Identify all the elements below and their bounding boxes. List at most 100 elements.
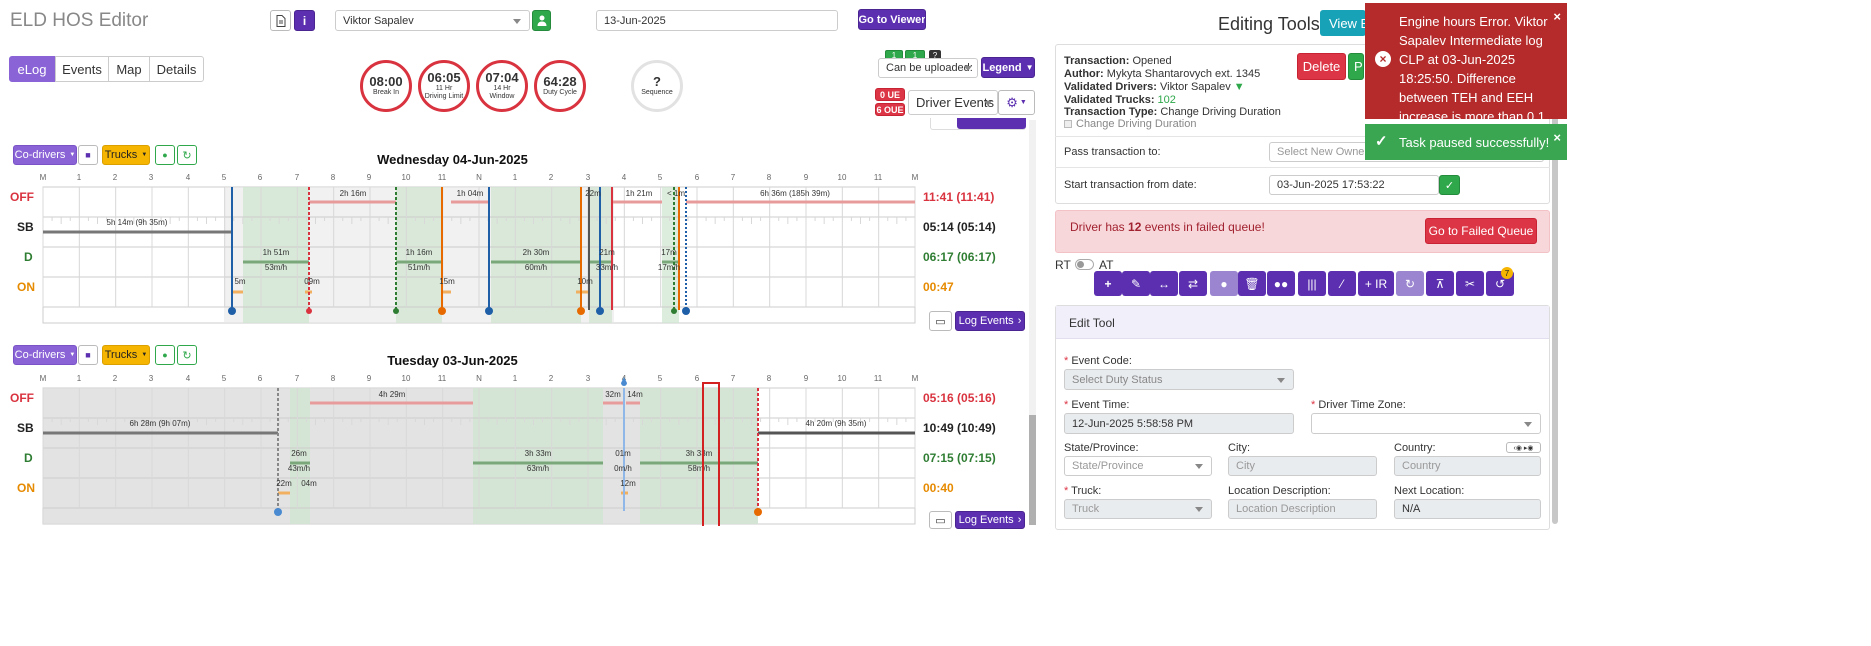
document-icon	[276, 14, 285, 27]
add-event-button[interactable]: +	[1094, 271, 1122, 296]
segment-label: 58m/h	[688, 464, 710, 473]
settings-dropdown-button[interactable]: ⚙ ▼	[998, 90, 1035, 115]
left-scrollbar-thumb[interactable]	[1029, 415, 1036, 525]
hour-label: 10	[402, 374, 411, 383]
date-input[interactable]: 13-Jun-2025	[596, 10, 838, 31]
trucks-button[interactable]: Trucks ▼	[102, 345, 150, 365]
history-icon: ↺	[1494, 276, 1506, 291]
add-ir-button[interactable]: + IR	[1358, 271, 1394, 296]
hour-label: 1	[513, 173, 518, 182]
state-select[interactable]: State/Province	[1064, 456, 1212, 476]
event-code-select[interactable]: Select Duty Status	[1064, 369, 1294, 390]
chevron-down-icon: ▼	[69, 352, 76, 358]
hour-label: 8	[767, 374, 772, 383]
log-graph-1: M 1 2 3 4 5 6 7 8 9 10 11 N 1 2 3 4 5 6 …	[10, 173, 996, 324]
success-toast-text: Task paused successfully!	[1399, 135, 1550, 150]
change-duration-checkbox[interactable]: Change Driving Duration	[1064, 118, 1196, 130]
hour-label: 11	[874, 374, 883, 383]
trucks-button[interactable]: Trucks ▼	[102, 145, 150, 165]
hour-label: 11	[874, 173, 883, 182]
status-sb-label: SB	[17, 220, 34, 234]
refresh-button[interactable]: ↻	[177, 345, 197, 365]
info-button[interactable]: i	[294, 10, 315, 31]
rt-at-toggle[interactable]	[1075, 259, 1094, 270]
log-events-button[interactable]: Log Events ›	[955, 311, 1025, 331]
truck-filter-button[interactable]: ■	[78, 345, 98, 365]
codrivers-button[interactable]: Co-drivers ▼	[13, 145, 77, 165]
tab-events[interactable]: Events	[55, 56, 109, 82]
pin-icon: ▼	[1233, 81, 1245, 93]
android-button[interactable]: ●	[155, 145, 175, 165]
driver-profile-button[interactable]	[532, 10, 551, 31]
country-input[interactable]: Country	[1394, 456, 1541, 476]
time-zone-select[interactable]	[1311, 413, 1541, 434]
go-to-viewer-button[interactable]: Go to Viewer	[858, 9, 926, 30]
truck-filter-button[interactable]: ■	[78, 145, 98, 165]
location-description-label: Location Description:	[1228, 485, 1331, 497]
oue-badge: 6 OUE	[875, 103, 905, 116]
segment-label: 17m/h	[658, 263, 680, 272]
tab-elog[interactable]: eLog	[9, 56, 55, 82]
next-location-input[interactable]: N/A	[1394, 499, 1541, 519]
tab-details[interactable]: Details	[149, 56, 204, 82]
segment-label: 22m	[585, 189, 601, 198]
close-icon[interactable]: ×	[1553, 130, 1561, 145]
stretch-button[interactable]: ↔	[1150, 271, 1178, 296]
location-toggle-button[interactable]: ‹◉ ▸◉	[1506, 442, 1541, 453]
hour-label: M	[912, 173, 919, 182]
location-description-input[interactable]: Location Description	[1228, 499, 1377, 519]
android-button[interactable]: ●	[155, 345, 175, 365]
view-button[interactable]: View E	[1320, 10, 1366, 36]
segment-label: 12m	[620, 479, 636, 488]
validated-drivers: Viktor Sapalev	[1160, 81, 1231, 93]
upload-select[interactable]: Can be uploaded:	[878, 58, 978, 78]
hour-label: M	[40, 374, 47, 383]
log-date-title: Wednesday 04-Jun-2025	[377, 152, 528, 167]
hour-label: 6	[258, 173, 263, 182]
truck-select[interactable]: Truck	[1064, 499, 1212, 519]
users-button[interactable]: ●●	[1267, 271, 1295, 296]
start-from-input[interactable]: 03-Jun-2025 17:53:22	[1269, 175, 1439, 195]
magic-button[interactable]: ⁄	[1328, 271, 1356, 296]
error-toast[interactable]: × Engine hours Error. Viktor Sapalev Int…	[1365, 3, 1567, 143]
success-toast[interactable]: ✓ Task paused successfully! ×	[1365, 124, 1567, 160]
hour-label: 10	[402, 173, 411, 182]
event-time-input[interactable]: 12-Jun-2025 5:58:58 PM	[1064, 413, 1294, 434]
legend-button[interactable]: Legend ▼	[981, 57, 1035, 78]
cut-button[interactable]: ✂	[1456, 271, 1484, 296]
start-from-label: Start transaction from date:	[1064, 179, 1197, 191]
segment-label: 51m/h	[408, 263, 430, 272]
codrivers-button[interactable]: Co-drivers ▼	[13, 345, 77, 365]
driver-select[interactable]: Viktor Sapalev	[335, 10, 530, 31]
columns-button[interactable]: |||	[1298, 271, 1326, 296]
confirm-date-button[interactable]: ✓	[1439, 175, 1460, 195]
document-button[interactable]	[270, 10, 291, 31]
left-scrollbar-track[interactable]	[1029, 120, 1036, 525]
delete-button[interactable]: Delete	[1297, 53, 1346, 80]
driver-button[interactable]: ●	[1210, 271, 1238, 296]
log-events-button[interactable]: Log Events ›	[955, 511, 1025, 529]
chevron-down-icon: ▼	[1019, 99, 1027, 106]
comment-button[interactable]: ▭	[929, 511, 952, 529]
page-title: ELD HOS Editor	[10, 10, 149, 31]
swap-button[interactable]: ⇄	[1179, 271, 1207, 296]
hour-label: 6	[258, 374, 263, 383]
refresh-button[interactable]: ↻	[177, 145, 197, 165]
edit-button[interactable]: ✎	[1122, 271, 1150, 296]
align-top-button[interactable]: ⊼	[1426, 271, 1454, 296]
hour-label: 4	[622, 173, 627, 182]
p-button[interactable]: P	[1348, 53, 1364, 80]
tab-map[interactable]: Map	[108, 56, 150, 82]
state-label: State/Province:	[1064, 442, 1139, 454]
highlight-box	[702, 382, 720, 526]
sync-button[interactable]: ↻	[1396, 271, 1424, 296]
segment-label: 6h 36m (185h 39m)	[760, 189, 830, 198]
trash-button[interactable]: 🗑	[1238, 271, 1266, 296]
close-icon[interactable]: ×	[1553, 9, 1561, 24]
right-scrollbar-thumb[interactable]	[1552, 44, 1558, 524]
comment-button[interactable]: ▭	[929, 311, 952, 331]
go-to-failed-queue-button[interactable]: Go to Failed Queue	[1425, 218, 1537, 244]
driver-events-select[interactable]: Driver Events	[908, 90, 998, 115]
segment-label: 0m/h	[614, 464, 632, 473]
city-input[interactable]: City	[1228, 456, 1377, 476]
